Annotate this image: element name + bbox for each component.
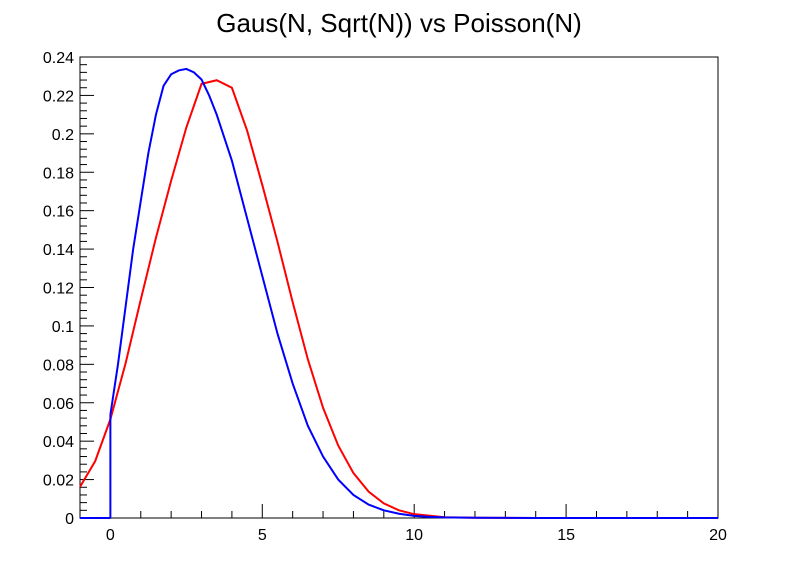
y-tick-label: 0.2	[52, 127, 74, 144]
x-tick-label: 5	[258, 527, 267, 544]
x-axis: 0 5 10 15 20	[79, 504, 727, 544]
y-tick-label: 0.04	[43, 434, 74, 451]
y-tick-label: 0.02	[43, 473, 74, 490]
x-tick-label: 10	[405, 527, 423, 544]
series-layer	[79, 67, 718, 519]
y-tick-label: 0.14	[43, 242, 74, 259]
series-line-2	[109, 67, 718, 519]
y-tick-label: 0.24	[43, 50, 74, 67]
y-tick-label: 0.06	[43, 396, 74, 413]
y-tick-label: 0.18	[43, 165, 74, 182]
y-tick-label: 0.1	[52, 319, 74, 336]
x-tick-label: 20	[709, 527, 727, 544]
x-tick-label: 0	[106, 527, 115, 544]
y-axis: 0 0.02 0.04 0.06 0.08 0.1 0.12 0.14 0.16 0.18 0.2 0…	[43, 50, 94, 528]
y-tick-label: 0.12	[43, 281, 74, 298]
chart-title: Gaus(N, Sqrt(N)) vs Poisson(N)	[216, 8, 582, 38]
x-tick-label: 15	[557, 527, 575, 544]
y-tick-label: 0	[65, 511, 74, 528]
y-tick-label: 0.08	[43, 357, 74, 374]
series-line-1	[79, 79, 718, 519]
y-tick-label: 0.16	[43, 204, 74, 221]
y-tick-label: 0.22	[43, 88, 74, 105]
plot-frame	[79, 56, 719, 519]
